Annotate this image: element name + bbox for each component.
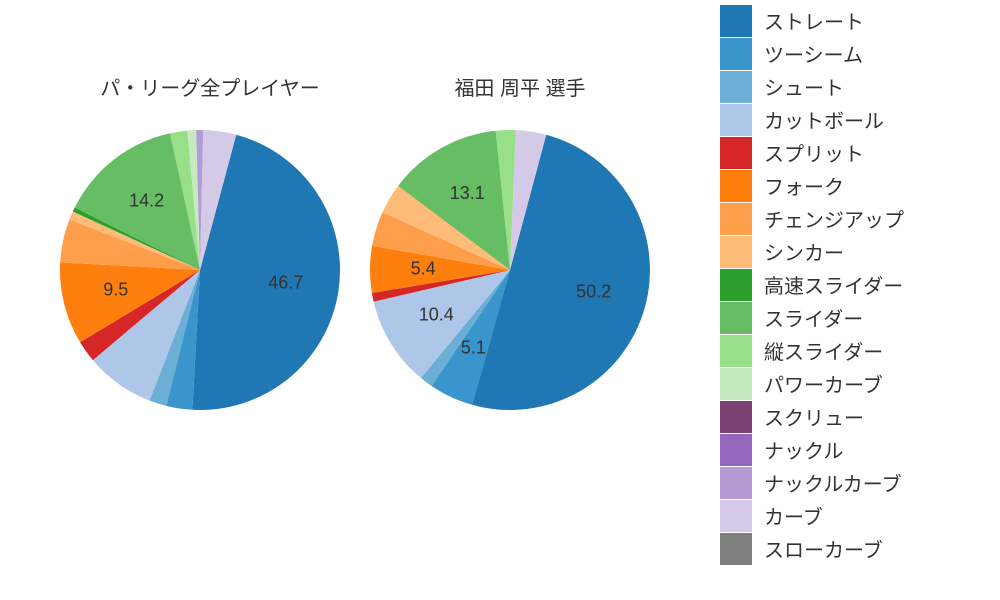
- legend-label-split: スプリット: [764, 138, 864, 167]
- legend-label-slider: スライダー: [764, 303, 863, 332]
- legend-label-curve: カーブ: [764, 501, 823, 530]
- legend-row-power_curve: パワーカーブ: [720, 367, 980, 400]
- legend-row-cutball: カットボール: [720, 103, 980, 136]
- chart-title-player: 福田 周平 選手: [370, 72, 670, 101]
- legend-row-knuckle_curve: ナックルカーブ: [720, 466, 980, 499]
- legend-swatch-screw: [720, 401, 752, 433]
- pie-label-league-slider: 14.2: [129, 190, 164, 210]
- legend-row-curve: カーブ: [720, 499, 980, 532]
- legend-swatch-split: [720, 137, 752, 169]
- legend-row-slow_curve: スローカーブ: [720, 532, 980, 565]
- legend-row-straight: ストレート: [720, 4, 980, 37]
- legend-row-knuckle: ナックル: [720, 433, 980, 466]
- legend-row-slider: スライダー: [720, 301, 980, 334]
- legend-swatch-slider: [720, 302, 752, 334]
- legend-swatch-straight: [720, 5, 752, 37]
- legend-swatch-knuckle: [720, 434, 752, 466]
- legend-label-knuckle: ナックル: [764, 435, 843, 464]
- legend-label-power_curve: パワーカーブ: [764, 369, 883, 398]
- legend-label-shoot: シュート: [764, 72, 844, 101]
- pitch-type-pie-page: { "pitch_types": [ { "key": "straight", …: [0, 0, 1000, 600]
- pie-label-league-fork: 9.5: [103, 280, 128, 300]
- legend-swatch-cutball: [720, 104, 752, 136]
- pie-label-player-cutball: 10.4: [419, 304, 454, 324]
- pitch-type-legend: ストレートツーシームシュートカットボールスプリットフォークチェンジアップシンカー…: [720, 4, 980, 565]
- legend-swatch-fork: [720, 170, 752, 202]
- legend-row-sinker: シンカー: [720, 235, 980, 268]
- pie-label-league-straight: 46.7: [268, 272, 303, 292]
- legend-swatch-changeup: [720, 203, 752, 235]
- legend-label-changeup: チェンジアップ: [764, 204, 904, 233]
- legend-swatch-sinker: [720, 236, 752, 268]
- legend-row-hs_slider: 高速スライダー: [720, 268, 980, 301]
- legend-swatch-shoot: [720, 71, 752, 103]
- legend-label-straight: ストレート: [764, 6, 864, 35]
- legend-label-two_seam: ツーシーム: [764, 39, 863, 68]
- legend-label-screw: スクリュー: [764, 402, 864, 431]
- legend-row-changeup: チェンジアップ: [720, 202, 980, 235]
- legend-row-split: スプリット: [720, 136, 980, 169]
- pie-label-player-straight: 50.2: [576, 282, 611, 302]
- legend-swatch-knuckle_curve: [720, 467, 752, 499]
- legend-swatch-power_curve: [720, 368, 752, 400]
- pie-label-player-fork: 5.4: [411, 258, 436, 278]
- legend-row-two_seam: ツーシーム: [720, 37, 980, 70]
- legend-swatch-hs_slider: [720, 269, 752, 301]
- pie-label-player-two_seam: 5.1: [461, 337, 486, 357]
- legend-label-fork: フォーク: [764, 171, 844, 200]
- legend-label-knuckle_curve: ナックルカーブ: [764, 468, 902, 497]
- legend-label-slow_curve: スローカーブ: [764, 534, 883, 563]
- legend-row-fork: フォーク: [720, 169, 980, 202]
- legend-swatch-curve: [720, 500, 752, 532]
- legend-swatch-slow_curve: [720, 533, 752, 565]
- chart-title-league: パ・リーグ全プレイヤー: [60, 72, 360, 101]
- legend-swatch-two_seam: [720, 38, 752, 70]
- legend-label-cutball: カットボール: [764, 105, 884, 134]
- legend-row-screw: スクリュー: [720, 400, 980, 433]
- legend-row-shoot: シュート: [720, 70, 980, 103]
- pie-label-player-slider: 13.1: [450, 183, 485, 203]
- legend-swatch-v_slider: [720, 335, 752, 367]
- legend-label-sinker: シンカー: [764, 237, 844, 266]
- legend-label-hs_slider: 高速スライダー: [764, 270, 903, 299]
- legend-label-v_slider: 縦スライダー: [764, 336, 883, 365]
- legend-row-v_slider: 縦スライダー: [720, 334, 980, 367]
